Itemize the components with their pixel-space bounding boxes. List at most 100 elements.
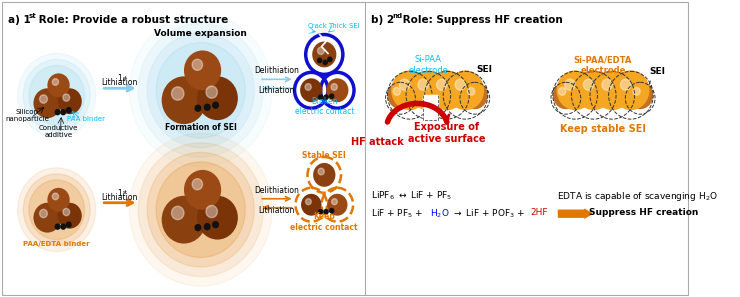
Circle shape [313, 163, 335, 187]
Text: st: st [123, 76, 127, 81]
Circle shape [329, 94, 334, 98]
Circle shape [18, 168, 95, 252]
Circle shape [300, 78, 323, 102]
Circle shape [553, 81, 579, 109]
Text: LiPF$_6$ $\leftrightarrow$ LiF + PF$_5$: LiPF$_6$ $\leftrightarrow$ LiF + PF$_5$ [371, 190, 452, 202]
Circle shape [318, 168, 324, 175]
Circle shape [327, 194, 348, 216]
Circle shape [206, 206, 218, 218]
Circle shape [593, 70, 631, 110]
Circle shape [306, 199, 312, 205]
Text: 2HF: 2HF [531, 208, 548, 217]
Text: $\rightarrow$ LiF + POF$_3$ +: $\rightarrow$ LiF + POF$_3$ + [448, 208, 526, 220]
Text: st: st [123, 190, 127, 195]
Text: Si-PAA
electrode: Si-PAA electrode [408, 56, 448, 75]
Circle shape [61, 224, 66, 229]
Circle shape [633, 87, 640, 95]
Polygon shape [423, 95, 437, 122]
Circle shape [18, 53, 95, 137]
Circle shape [455, 79, 465, 90]
Text: Volume expansion: Volume expansion [154, 29, 247, 37]
Circle shape [428, 70, 465, 110]
Text: EDTA is capable of scavenging H$_2$O: EDTA is capable of scavenging H$_2$O [556, 190, 717, 203]
Circle shape [195, 225, 201, 230]
Circle shape [197, 196, 238, 240]
Circle shape [192, 179, 203, 190]
Circle shape [204, 104, 210, 110]
Text: Stable SEI: Stable SEI [303, 151, 346, 160]
Circle shape [147, 33, 255, 148]
Circle shape [61, 110, 66, 115]
FancyArrow shape [559, 209, 592, 218]
Circle shape [195, 105, 201, 111]
Circle shape [138, 23, 263, 157]
Circle shape [53, 193, 58, 200]
Text: Si-PAA/EDTA
electrode: Si-PAA/EDTA electrode [574, 56, 632, 75]
Circle shape [53, 79, 58, 85]
Circle shape [138, 143, 263, 277]
Circle shape [47, 188, 70, 212]
Text: Lithiation: Lithiation [259, 86, 295, 95]
Circle shape [23, 174, 90, 246]
Circle shape [318, 209, 323, 214]
Text: HF attack: HF attack [351, 137, 403, 147]
Circle shape [621, 79, 631, 90]
Circle shape [602, 79, 612, 90]
Circle shape [628, 81, 653, 109]
Circle shape [130, 133, 272, 286]
Circle shape [197, 76, 238, 120]
Circle shape [161, 196, 206, 244]
Circle shape [213, 222, 218, 228]
Circle shape [56, 110, 60, 115]
Text: st: st [29, 13, 36, 19]
Text: Conductive
additive: Conductive additive [39, 125, 78, 138]
Circle shape [63, 94, 70, 101]
Text: Exposure of
active surface: Exposure of active surface [408, 122, 485, 144]
Text: LiF + PF$_5$ +: LiF + PF$_5$ + [371, 208, 424, 220]
Circle shape [130, 14, 272, 167]
Text: 1: 1 [118, 189, 122, 198]
Text: Formation of SEI: Formation of SEI [165, 123, 237, 132]
Circle shape [33, 88, 61, 118]
Circle shape [318, 95, 323, 99]
Circle shape [328, 57, 332, 61]
Circle shape [29, 180, 84, 240]
Circle shape [575, 70, 612, 110]
Circle shape [29, 65, 84, 125]
Text: Thick SEI: Thick SEI [328, 23, 360, 29]
Circle shape [172, 87, 184, 100]
Circle shape [447, 70, 484, 110]
Circle shape [33, 203, 61, 233]
Circle shape [63, 208, 70, 216]
Text: 1: 1 [118, 74, 122, 83]
Circle shape [56, 224, 60, 229]
Circle shape [67, 108, 71, 113]
Circle shape [410, 70, 447, 110]
Text: H$_2$O: H$_2$O [430, 208, 450, 220]
Circle shape [47, 73, 70, 97]
Circle shape [184, 170, 221, 210]
Text: PAA/EDTA binder: PAA/EDTA binder [24, 241, 90, 247]
Circle shape [156, 162, 245, 257]
Text: SEI: SEI [477, 65, 493, 74]
Circle shape [324, 95, 328, 99]
Text: Crack: Crack [308, 23, 327, 29]
Circle shape [323, 60, 327, 64]
FancyBboxPatch shape [2, 2, 687, 295]
Circle shape [332, 199, 337, 205]
Circle shape [583, 79, 593, 90]
Circle shape [147, 152, 255, 267]
Circle shape [388, 81, 414, 109]
Circle shape [437, 79, 447, 90]
Circle shape [329, 208, 334, 213]
Circle shape [468, 87, 475, 95]
Text: Role: Suppress HF creation: Role: Suppress HF creation [399, 15, 562, 25]
Circle shape [301, 194, 321, 216]
Text: Keep
electric contact: Keep electric contact [291, 212, 358, 232]
Circle shape [156, 42, 245, 138]
Circle shape [39, 209, 47, 218]
Circle shape [418, 79, 428, 90]
Circle shape [39, 95, 47, 103]
Circle shape [67, 222, 71, 227]
Circle shape [462, 81, 488, 109]
